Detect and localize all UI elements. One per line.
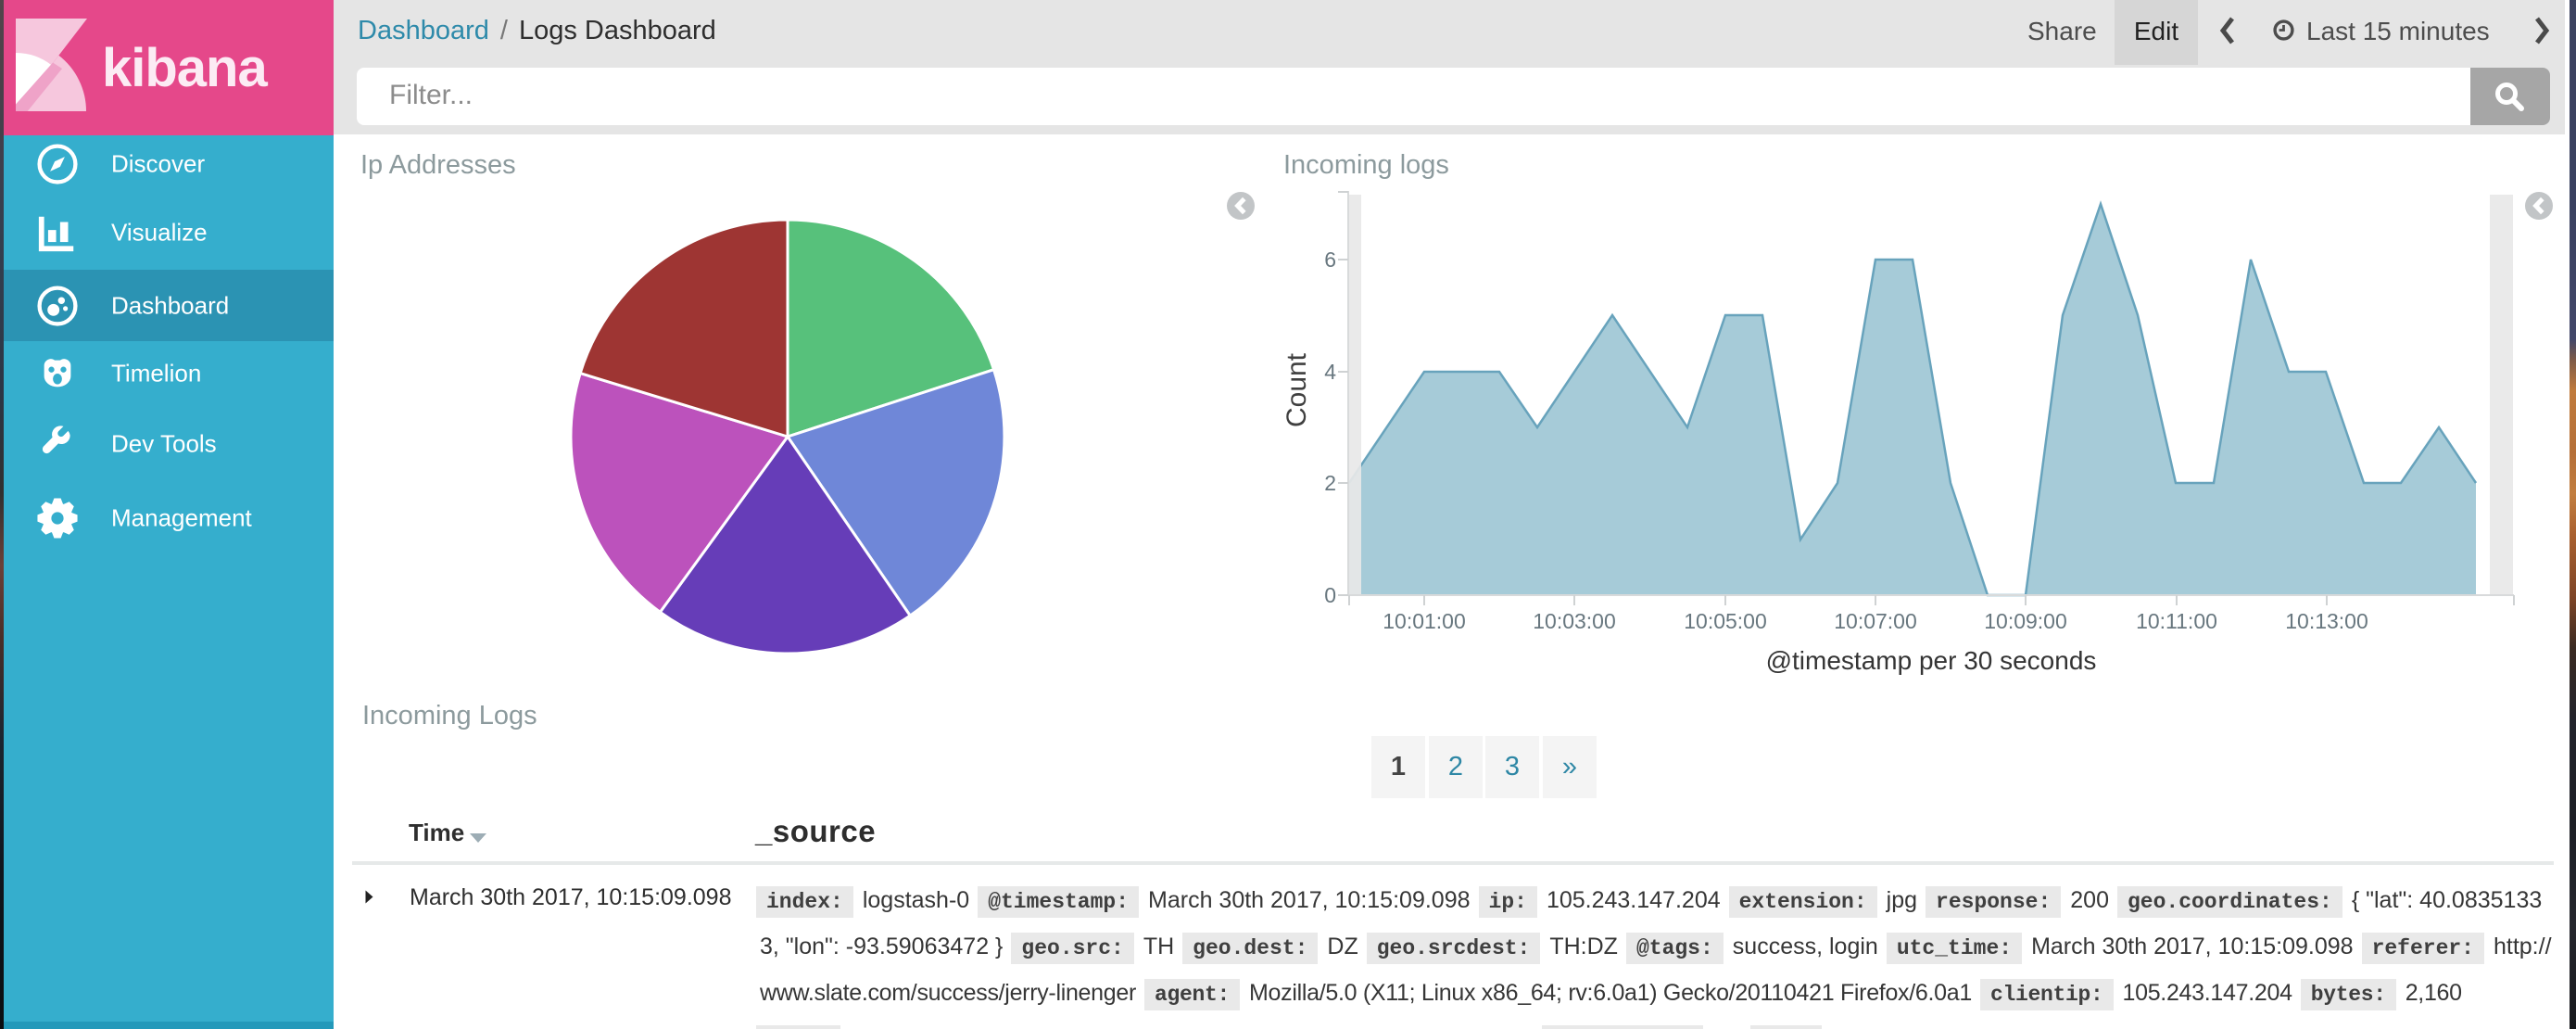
svg-text:10:05:00: 10:05:00 <box>1684 609 1767 633</box>
svg-text:0: 0 <box>1324 583 1336 607</box>
svg-text:Count: Count <box>1282 352 1312 427</box>
svg-text:4: 4 <box>1324 360 1336 384</box>
svg-text:10:03:00: 10:03:00 <box>1533 609 1616 633</box>
svg-text:10:09:00: 10:09:00 <box>1984 609 2067 633</box>
svg-text:2: 2 <box>1324 471 1336 495</box>
svg-text:10:11:00: 10:11:00 <box>2136 609 2217 633</box>
svg-text:@timestamp per 30 seconds: @timestamp per 30 seconds <box>1766 646 2097 675</box>
svg-text:10:07:00: 10:07:00 <box>1834 609 1917 633</box>
svg-text:10:01:00: 10:01:00 <box>1383 609 1466 633</box>
svg-text:6: 6 <box>1324 248 1336 272</box>
svg-text:10:13:00: 10:13:00 <box>2285 609 2368 633</box>
